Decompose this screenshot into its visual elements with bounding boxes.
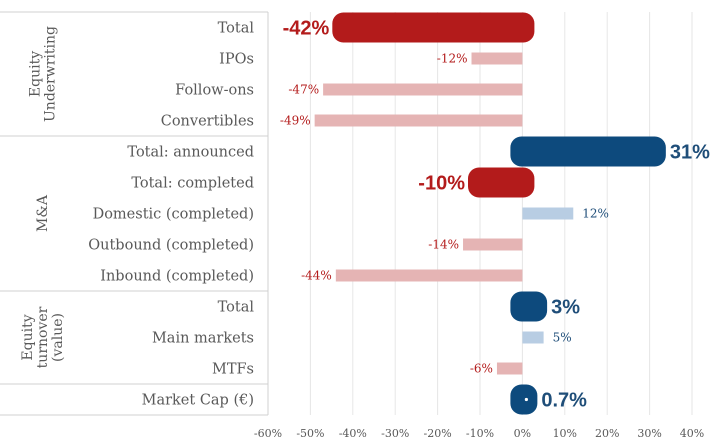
x-tick-label: -40% [339,427,367,440]
category-label-total-announced: Total: announced [127,145,254,161]
x-axis: -60% -50% -40% -30% -20% -10% 0% 10% 20% 30% 40% [254,427,704,440]
data-label: -12% [437,52,468,66]
x-tick-label: -20% [424,427,452,440]
category-labels: Total IPOs Follow-ons Convertibles Total: an… [88,21,254,409]
bar [522,331,544,344]
bar-marker [524,397,528,402]
group-label-line: M&A [35,194,51,232]
group-label-line: turnover [35,306,51,368]
data-label: 3% [551,297,580,319]
category-label-domestic-completed: Domestic (completed) [93,207,254,223]
data-label: 0.7% [541,390,587,412]
x-tick-label: -10% [466,427,494,440]
data-label: 5% [553,331,572,345]
category-label-total: Total [218,300,255,316]
group-label-line: (value) [50,313,66,362]
group-label-line: Underwriting [43,26,59,122]
bar [314,114,523,127]
data-label: -6% [470,362,493,376]
data-label: 12% [582,207,609,221]
gridlines [267,12,693,415]
group-label-line: Equity [28,51,44,97]
group-label-equity-underwriting: EquityUnderwriting [28,26,59,122]
bar [335,269,523,282]
x-tick-label: 20% [595,427,619,440]
bar [522,207,574,220]
bar [471,52,523,65]
x-tick-label: 0% [514,427,531,440]
bar [496,362,523,375]
x-tick-label: -30% [381,427,409,440]
category-label-mtfs: MTFs [212,362,254,378]
category-label-outbound-completed: Outbound (completed) [88,238,254,254]
category-label-main-markets: Main markets [152,331,254,347]
bars: -42% -12% -47% -49% 31% -10% 12% -14% -44% 3% 5% -6… [280,12,710,415]
bar [510,384,538,415]
x-tick-label: 40% [680,427,704,440]
data-label: -14% [428,238,459,252]
group-labels: EquityUnderwritingM&AEquityturnover(valu… [0,11,269,416]
category-label-inbound-completed: Inbound (completed) [100,269,254,285]
bar [332,12,535,43]
category-label-total-completed: Total: completed [131,176,254,192]
x-tick-label: -50% [296,427,324,440]
bar [510,291,548,322]
data-label: -42% [283,18,330,40]
category-label-market-cap: Market Cap (€) [142,393,254,409]
category-label-ipos: IPOs [219,52,254,68]
data-label: 31% [670,142,710,164]
category-label-follow-ons: Follow-ons [175,83,254,99]
bar [510,136,666,167]
data-label: -47% [288,83,319,97]
category-label-total: Total [218,21,255,37]
bar [323,83,523,96]
bar [463,238,523,251]
bar [468,167,535,198]
group-label-equity-turnover-value: Equityturnover(value) [20,306,66,368]
data-label: -44% [301,269,332,283]
data-label: -10% [418,173,465,195]
group-label-line: Equity [20,314,36,360]
x-tick-label: 10% [553,427,577,440]
x-tick-label: -60% [254,427,282,440]
data-label: -49% [280,114,311,128]
category-label-convertibles: Convertibles [161,114,254,130]
x-tick-label: 30% [637,427,661,440]
group-label-m-a: M&A [35,194,51,232]
